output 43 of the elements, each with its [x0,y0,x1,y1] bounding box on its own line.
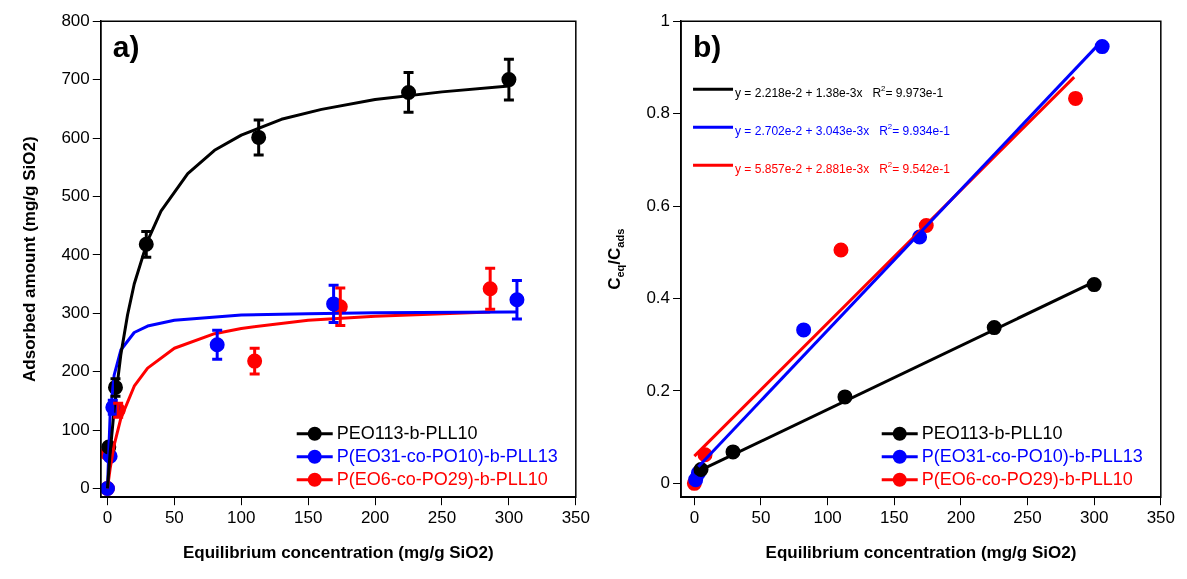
y-tick-label: 0.4 [646,288,671,308]
y-tick-label: 0 [80,478,90,498]
legend-label: P(EO31-co-PO10)-b-PLL13 [921,445,1143,466]
x-tick-label: 100 [813,508,842,528]
x-tick-label: 50 [164,508,184,528]
x-tick-label: 50 [751,508,771,528]
legend-label: P(EO6-co-PO29)-b-PLL10 [336,468,548,489]
x-tick-label: 200 [360,508,390,528]
y-tick-label: 1 [660,10,671,30]
x-tick-label: 350 [561,508,591,528]
y-tick-label: 0.8 [646,103,671,123]
x-axis-title: Equilibrium concentration (mg/g SiO2) [765,543,1077,563]
legend-label: PEO113-b-PLL10 [921,422,1063,443]
x-tick-label: 150 [293,508,323,528]
y-tick-label: 500 [61,186,90,206]
y-tick-label: 0.6 [646,195,671,215]
x-tick-label: 0 [102,508,113,528]
y-tick-label: 100 [61,419,90,439]
x-tick-label: 150 [880,508,909,528]
x-tick-label: 350 [1146,508,1176,528]
y-tick-label: 200 [61,361,90,381]
y-axis-title: Ceq/Cads [604,228,626,290]
x-tick-label: 300 [494,508,524,528]
x-tick-label: 200 [946,508,976,528]
y-tick-label: 400 [61,244,90,264]
x-tick-label: 250 [427,508,457,528]
y-tick-label: 700 [61,69,90,89]
y-axis-title: Adsorbed amount (mg/g SiO2) [19,136,39,382]
annotation: b) [693,30,722,64]
y-tick-label: 600 [61,127,90,147]
x-tick-label: 250 [1013,508,1042,528]
legend-label: PEO113-b-PLL10 [336,422,478,443]
x-tick-label: 0 [689,508,700,528]
y-tick-label: 0 [660,473,671,493]
y-tick-label: 300 [61,302,90,322]
y-tick-label: 0.2 [646,380,671,400]
annotation: a) [112,30,140,64]
legend-label: P(EO6-co-PO29)-b-PLL10 [921,468,1133,489]
legend-label: P(EO31-co-PO10)-b-PLL13 [336,445,558,466]
x-tick-label: 300 [1079,508,1109,528]
x-tick-label: 100 [227,508,256,528]
y-tick-label: 800 [61,10,90,30]
x-axis-title: Equilibrium concentration (mg/g SiO2) [182,543,494,563]
